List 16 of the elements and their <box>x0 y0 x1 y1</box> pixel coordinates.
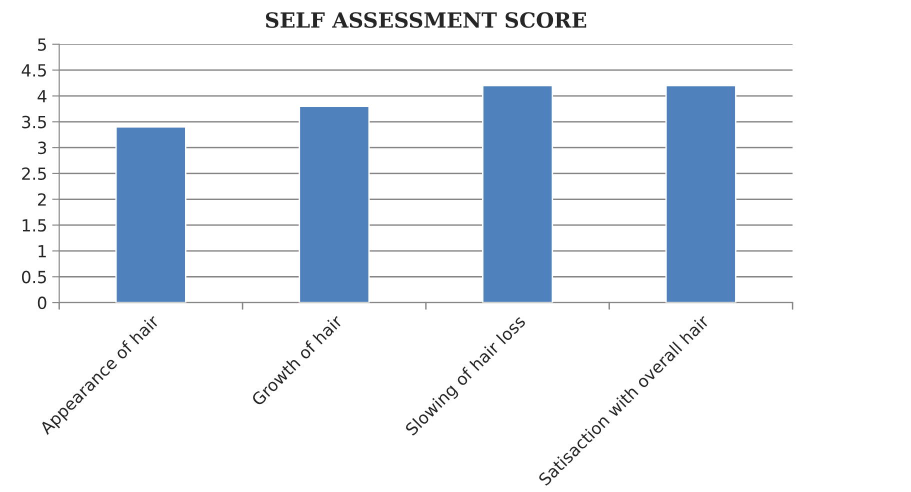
y-tick-label: 4.5 <box>22 64 46 77</box>
bar <box>665 84 736 303</box>
y-tick-label: 5 <box>38 38 46 51</box>
y-tick-label: 1 <box>38 245 46 258</box>
chart-title: SELF ASSESSMENT SCORE <box>266 12 586 28</box>
y-tick-label: 2 <box>38 193 46 206</box>
bar <box>482 84 554 303</box>
y-tick-label: 2.5 <box>22 167 46 180</box>
y-tick-label: 0.5 <box>22 270 46 284</box>
y-tick-label: 4 <box>38 90 46 102</box>
bar <box>298 106 370 303</box>
bar <box>115 126 186 303</box>
y-tick-label: 3.5 <box>22 116 46 128</box>
y-tick-label: 3 <box>38 142 46 154</box>
y-tick-label: 0 <box>38 296 46 310</box>
y-tick-label: 1.5 <box>22 219 46 232</box>
